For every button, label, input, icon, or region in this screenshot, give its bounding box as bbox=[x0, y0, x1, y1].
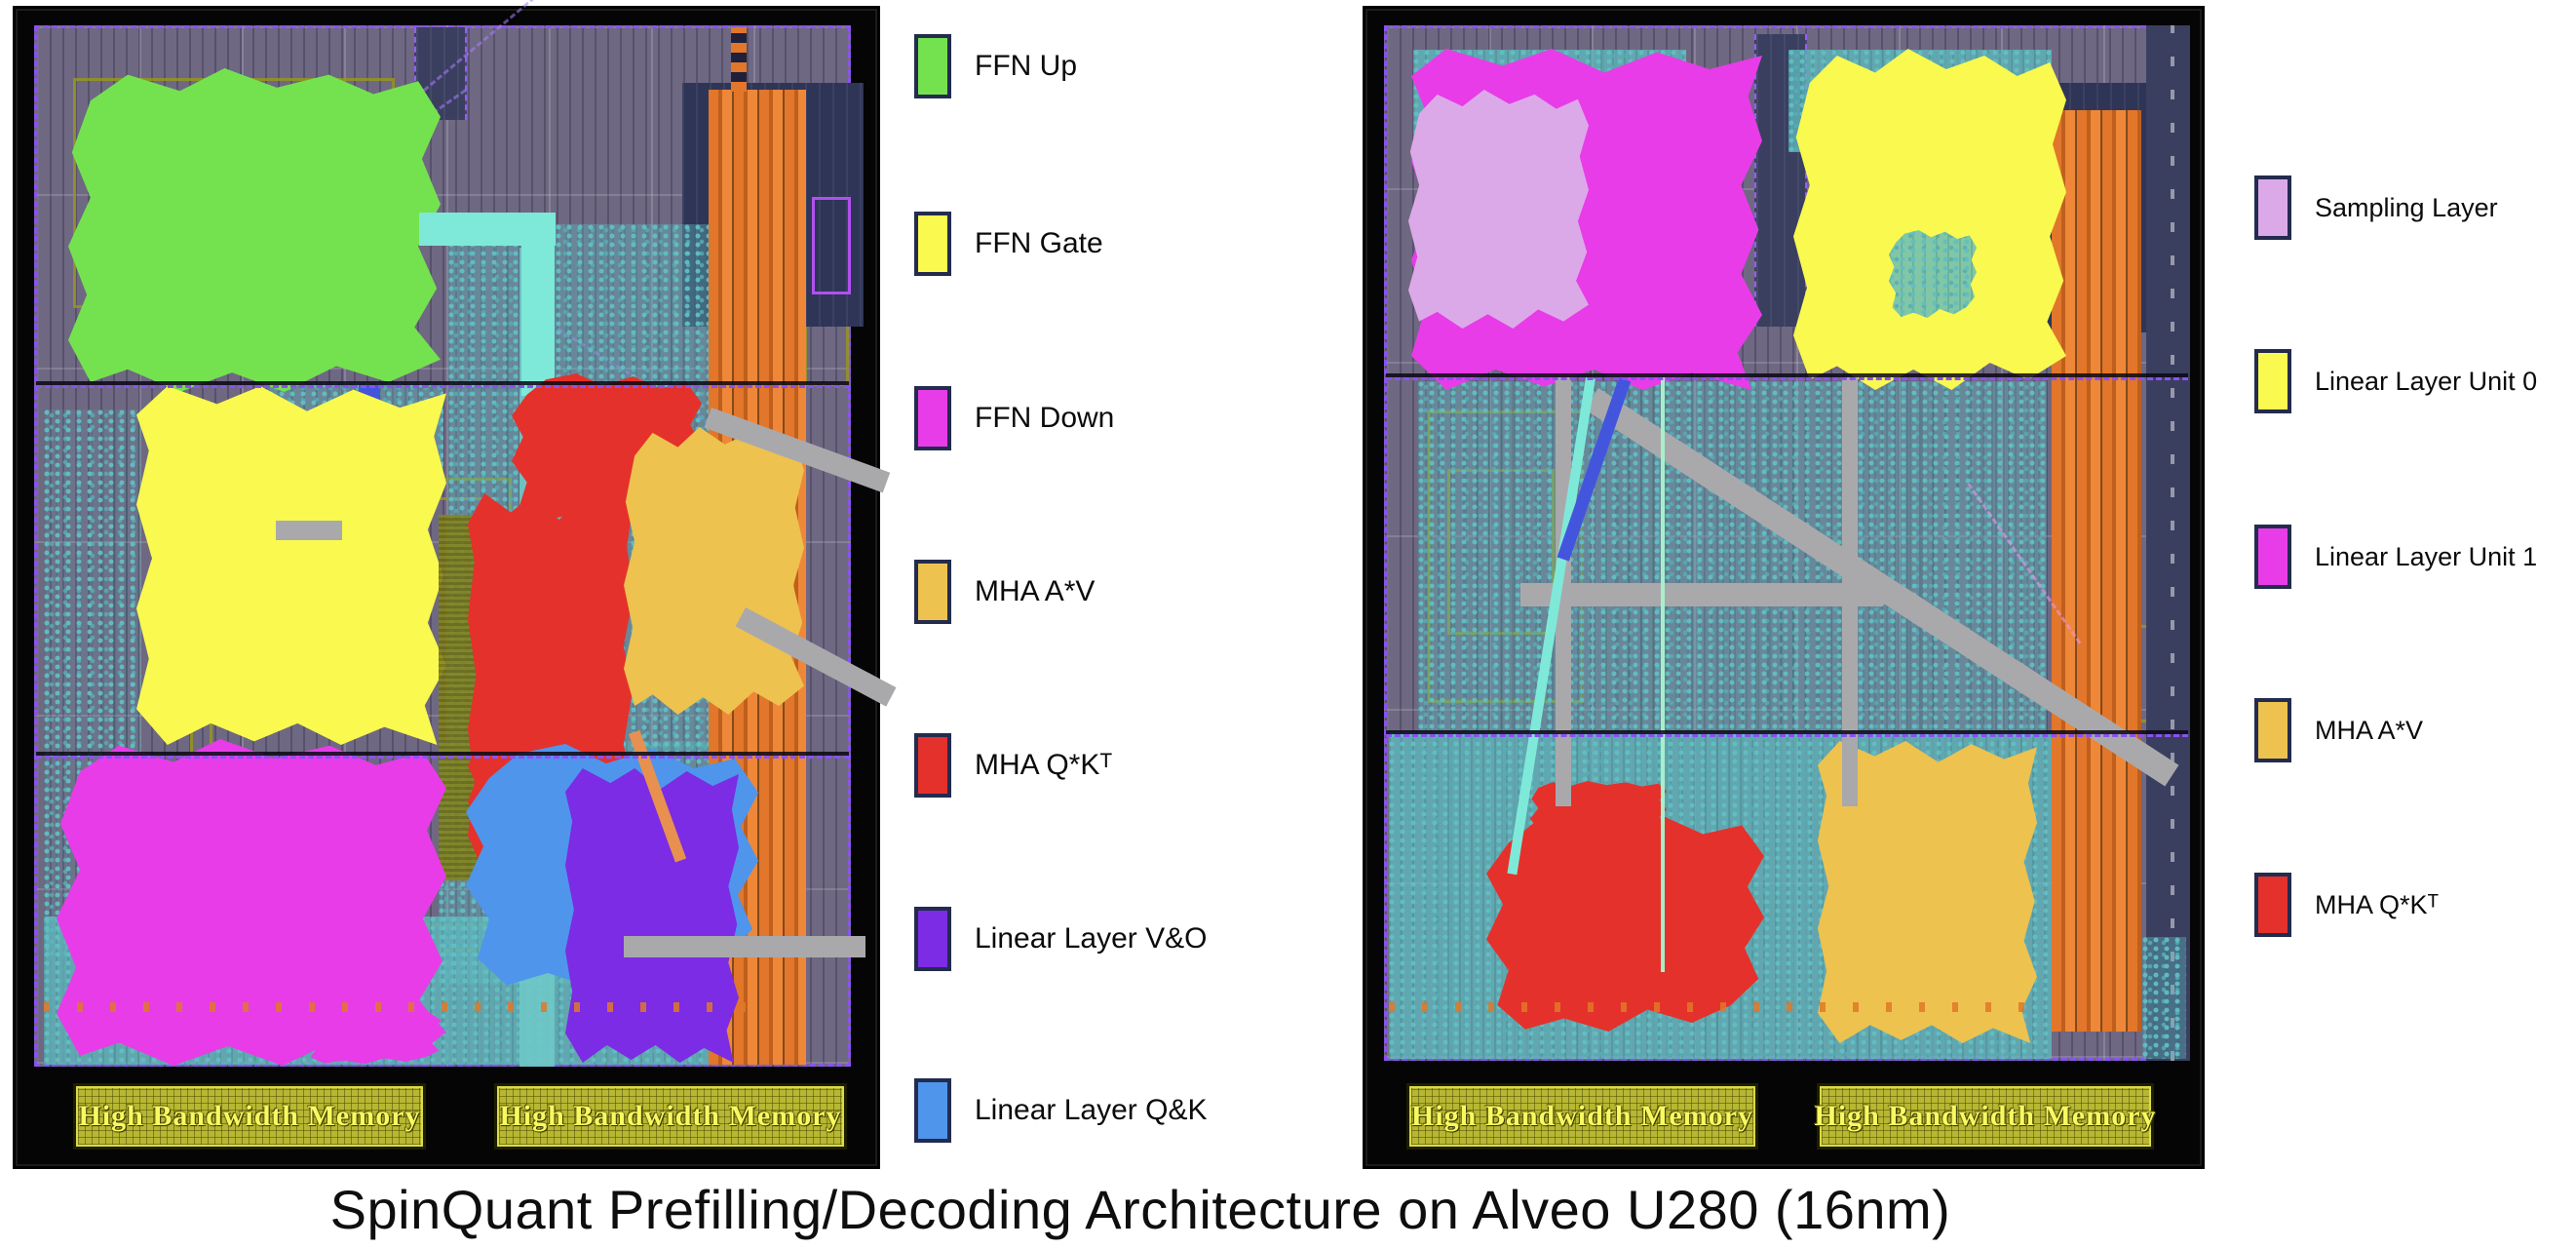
config-notch bbox=[414, 27, 467, 120]
legend-label: Linear Layer Unit 0 bbox=[2315, 366, 2538, 396]
legend-swatch bbox=[2254, 873, 2291, 937]
pcie-block-outline bbox=[812, 197, 851, 294]
hbm-label-box: High Bandwidth Memory bbox=[76, 1086, 423, 1147]
hbm-label-text: High Bandwidth Memory bbox=[499, 1100, 842, 1132]
legend-item-linear-vo: Linear Layer V&O bbox=[914, 907, 1207, 971]
mha-av-blob bbox=[624, 427, 804, 715]
slr-divider bbox=[1386, 377, 2188, 382]
legend-swatch bbox=[2254, 698, 2291, 762]
figure-caption: SpinQuant Prefilling/Decoding Architectu… bbox=[329, 1179, 1951, 1240]
hbm-label-text: High Bandwidth Memory bbox=[1410, 1100, 1754, 1132]
hbm-label-box: High Bandwidth Memory bbox=[497, 1086, 844, 1147]
legend-swatch bbox=[914, 386, 951, 450]
decoding-floorplan-panel: High Bandwidth Memory High Bandwidth Mem… bbox=[1363, 6, 2205, 1169]
legend-swatch bbox=[2254, 176, 2291, 240]
legend-item-ffn-up: FFN Up bbox=[914, 34, 1077, 98]
linear-vo-blob bbox=[565, 768, 739, 1063]
legend-label: FFN Gate bbox=[975, 227, 1103, 259]
legend-item-sampling-layer: Sampling Layer bbox=[2254, 176, 2498, 240]
legend-item-linear-unit-0: Linear Layer Unit 0 bbox=[2254, 349, 2537, 413]
legend-swatch bbox=[2254, 525, 2291, 589]
legend-swatch bbox=[914, 212, 951, 276]
bright-vertical-line bbox=[1661, 377, 1665, 972]
legend-item-ffn-gate: FFN Gate bbox=[914, 212, 1103, 276]
legend-item-linear-unit-1: Linear Layer Unit 1 bbox=[2254, 525, 2537, 589]
legend-swatch bbox=[914, 560, 951, 624]
legend-item-mha-qkt: MHA Q*Kᵀ bbox=[2254, 873, 2439, 937]
io-ticks-row bbox=[44, 1002, 765, 1012]
ffn-down-patch bbox=[305, 1010, 442, 1064]
teal-notch-in-yellow bbox=[1889, 230, 1977, 318]
slr-divider bbox=[36, 385, 849, 390]
hbm-label-box: High Bandwidth Memory bbox=[1814, 1086, 2156, 1147]
ffn-up-blob bbox=[68, 68, 441, 392]
legend-item-mha-av: MHA A*V bbox=[914, 560, 1095, 624]
ffn-gate-blob bbox=[136, 386, 446, 745]
legend-label: Sampling Layer bbox=[2315, 192, 2498, 222]
legend-swatch bbox=[914, 733, 951, 798]
legend-label: MHA A*V bbox=[975, 575, 1096, 607]
teal-fabric-region bbox=[2142, 937, 2186, 1059]
hbm-label-text: High Bandwidth Memory bbox=[1814, 1100, 2157, 1132]
legend-item-mha-av: MHA A*V bbox=[2254, 698, 2423, 762]
mha-qkt-blob bbox=[1486, 812, 1764, 1032]
slr-divider bbox=[1386, 734, 2188, 739]
right-edge-column bbox=[2146, 25, 2190, 1061]
legend-item-ffn-down: FFN Down bbox=[914, 386, 1114, 450]
legend-swatch bbox=[914, 907, 951, 971]
legend-swatch bbox=[2254, 349, 2291, 413]
legend-swatch bbox=[914, 34, 951, 98]
mha-qkt-arm bbox=[1530, 781, 1667, 849]
orange-hardblock-band bbox=[2052, 110, 2141, 1032]
legend-label: Linear Layer Q&K bbox=[975, 1094, 1208, 1126]
routing-conduit bbox=[624, 936, 865, 957]
legend-label: FFN Down bbox=[975, 402, 1115, 434]
legend-label: MHA Q*Kᵀ bbox=[975, 749, 1113, 781]
teal-fabric-region bbox=[1418, 381, 2047, 737]
slr-divider bbox=[36, 756, 849, 760]
legend-label: MHA A*V bbox=[2315, 715, 2424, 745]
linear-unit0-blob bbox=[1793, 49, 2066, 390]
prefilling-floorplan-panel: High Bandwidth Memory High Bandwidth Mem… bbox=[13, 0, 897, 1169]
legend-label: Linear Layer Unit 1 bbox=[2315, 541, 2538, 571]
routing-conduit-horizontal bbox=[1520, 583, 1883, 606]
legend-label: Linear Layer V&O bbox=[975, 922, 1208, 955]
orange-top-ticks bbox=[731, 27, 747, 92]
legend-item-linear-qk: Linear Layer Q&K bbox=[914, 1078, 1207, 1143]
io-ticks-row bbox=[1389, 1002, 2052, 1012]
hbm-label-box: High Bandwidth Memory bbox=[1409, 1086, 1755, 1147]
hbm-label-text: High Bandwidth Memory bbox=[78, 1100, 421, 1132]
routing-conduit bbox=[276, 521, 342, 540]
cyan-bus-vertical bbox=[521, 240, 555, 396]
legend-swatch bbox=[914, 1078, 951, 1143]
legend-item-mha-qkt: MHA Q*Kᵀ bbox=[914, 733, 1112, 798]
sampling-layer-blob bbox=[1408, 90, 1589, 329]
legend-label: FFN Up bbox=[975, 50, 1077, 82]
legend-label: MHA Q*Kᵀ bbox=[2315, 889, 2440, 919]
